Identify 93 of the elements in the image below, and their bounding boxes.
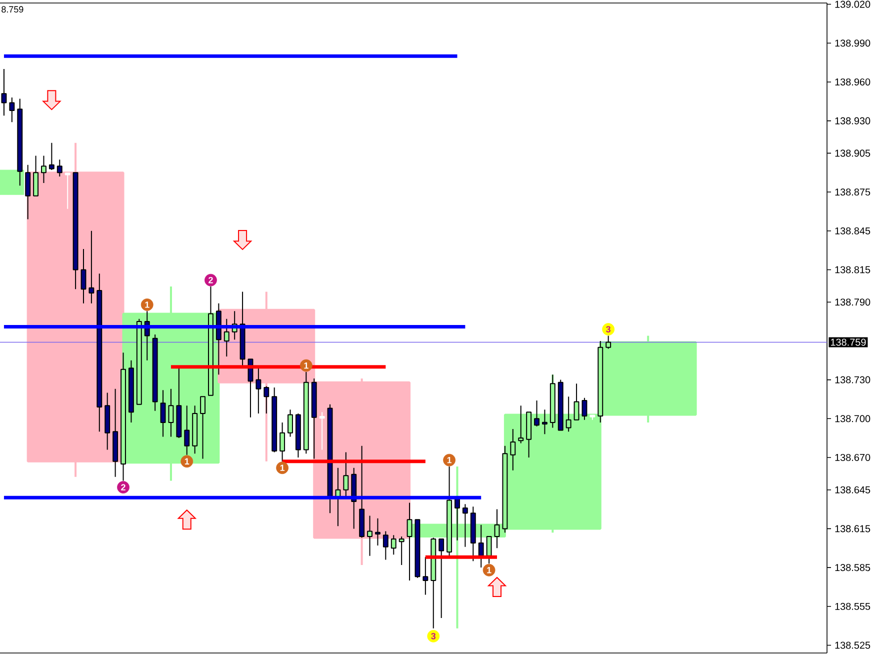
- candlestick: [359, 445, 365, 538]
- y-tick-label: 138.670: [835, 454, 870, 462]
- text: 1: [304, 362, 308, 369]
- candlestick: [48, 142, 54, 171]
- y-tick-label: 138.905: [835, 150, 870, 157]
- candlestick: [343, 452, 349, 497]
- y-tick-label: 138.875: [835, 188, 870, 196]
- y-tick-label: 138.525: [835, 642, 870, 649]
- candlestick: [438, 538, 444, 619]
- candlestick: [486, 536, 492, 564]
- candlestick: [494, 508, 500, 549]
- candlestick: [256, 366, 262, 414]
- candlestick: [88, 230, 94, 304]
- y-tick-label: 138.555: [835, 602, 870, 610]
- annotation: 8.759: [2, 6, 24, 13]
- text: 1: [145, 302, 150, 308]
- candlestick: [542, 409, 548, 435]
- candlestick: [414, 519, 420, 578]
- candlestick: [56, 159, 62, 177]
- candlestick: [462, 504, 468, 548]
- candlestick: [168, 388, 174, 438]
- candlestick: [374, 518, 380, 546]
- y-tick-label: 139.020: [835, 0, 870, 8]
- y-tick-label: 138.645: [835, 486, 870, 494]
- candlestick: [510, 428, 516, 471]
- candlestick: [303, 372, 309, 454]
- candlestick: [390, 534, 396, 556]
- candlestick: [288, 409, 293, 438]
- candlestick: [422, 556, 428, 596]
- candlestick: [319, 412, 325, 450]
- y-tick-label: 138.615: [835, 525, 870, 532]
- candlestick: [136, 318, 142, 405]
- candlestick: [382, 530, 388, 560]
- point: [178, 510, 196, 530]
- text: 1: [487, 567, 492, 574]
- candlestick: [582, 397, 588, 420]
- candlestick: [192, 405, 198, 454]
- y-tick-label: 138.845: [835, 227, 870, 234]
- y-tick-label: 138.700: [835, 415, 870, 422]
- candlestick: [200, 396, 206, 460]
- candlestick: [367, 515, 372, 556]
- candlestick: [160, 390, 166, 438]
- candlestick: [176, 366, 182, 439]
- candlestick: [96, 273, 102, 432]
- text: 2: [208, 276, 213, 284]
- candlestick: [574, 383, 580, 420]
- series-label: 1: [447, 456, 452, 464]
- candlestick: [518, 405, 524, 444]
- candlestick: [398, 536, 404, 566]
- point: [488, 576, 506, 597]
- candlestick: [590, 414, 596, 420]
- candlestick: [33, 155, 39, 196]
- text: 1: [280, 464, 285, 471]
- point: [42, 90, 61, 110]
- candlestick: [104, 392, 110, 450]
- series-label: 2: [121, 484, 126, 490]
- ref-line-label: 138.759: [830, 338, 866, 346]
- candlestick: [295, 412, 301, 458]
- candlestick: [80, 248, 86, 304]
- candlestick: [272, 387, 278, 453]
- y-tick-label: 138.790: [835, 298, 870, 306]
- candlestick: [152, 334, 158, 412]
- candlestick: [280, 422, 286, 462]
- candlestick: [184, 405, 190, 456]
- candlestick: [526, 412, 532, 458]
- y-tick-label: 138.585: [835, 564, 870, 572]
- series-label: 3: [431, 632, 436, 640]
- text: 1: [184, 458, 190, 464]
- y-tick-label: 138.990: [835, 40, 870, 47]
- candlestick: [9, 97, 15, 123]
- candlestick: [112, 388, 118, 478]
- candlestick: [470, 506, 476, 562]
- candlestick: [25, 164, 31, 220]
- candlestick: [64, 172, 70, 210]
- point: [234, 230, 252, 250]
- y-tick-label: 138.960: [835, 78, 870, 86]
- y-tick-label: 138.815: [835, 266, 870, 274]
- text: 3: [606, 326, 610, 332]
- candlestick: [264, 386, 270, 414]
- candlestick: [224, 318, 230, 357]
- candlestick: [558, 379, 564, 431]
- candlestick: [599, 334, 697, 424]
- candlestick: [26, 142, 124, 478]
- candlestick: [1, 68, 7, 116]
- candlestick: [128, 360, 134, 424]
- candlestick: [566, 396, 572, 432]
- candlestick: [478, 524, 484, 568]
- candlestick: [72, 172, 78, 290]
- y-tick-label: 138.930: [835, 117, 870, 124]
- candlestick: [311, 378, 317, 460]
- candlestick: [534, 400, 540, 427]
- y-tick-label: 138.730: [835, 376, 870, 384]
- candlestick: [41, 155, 46, 184]
